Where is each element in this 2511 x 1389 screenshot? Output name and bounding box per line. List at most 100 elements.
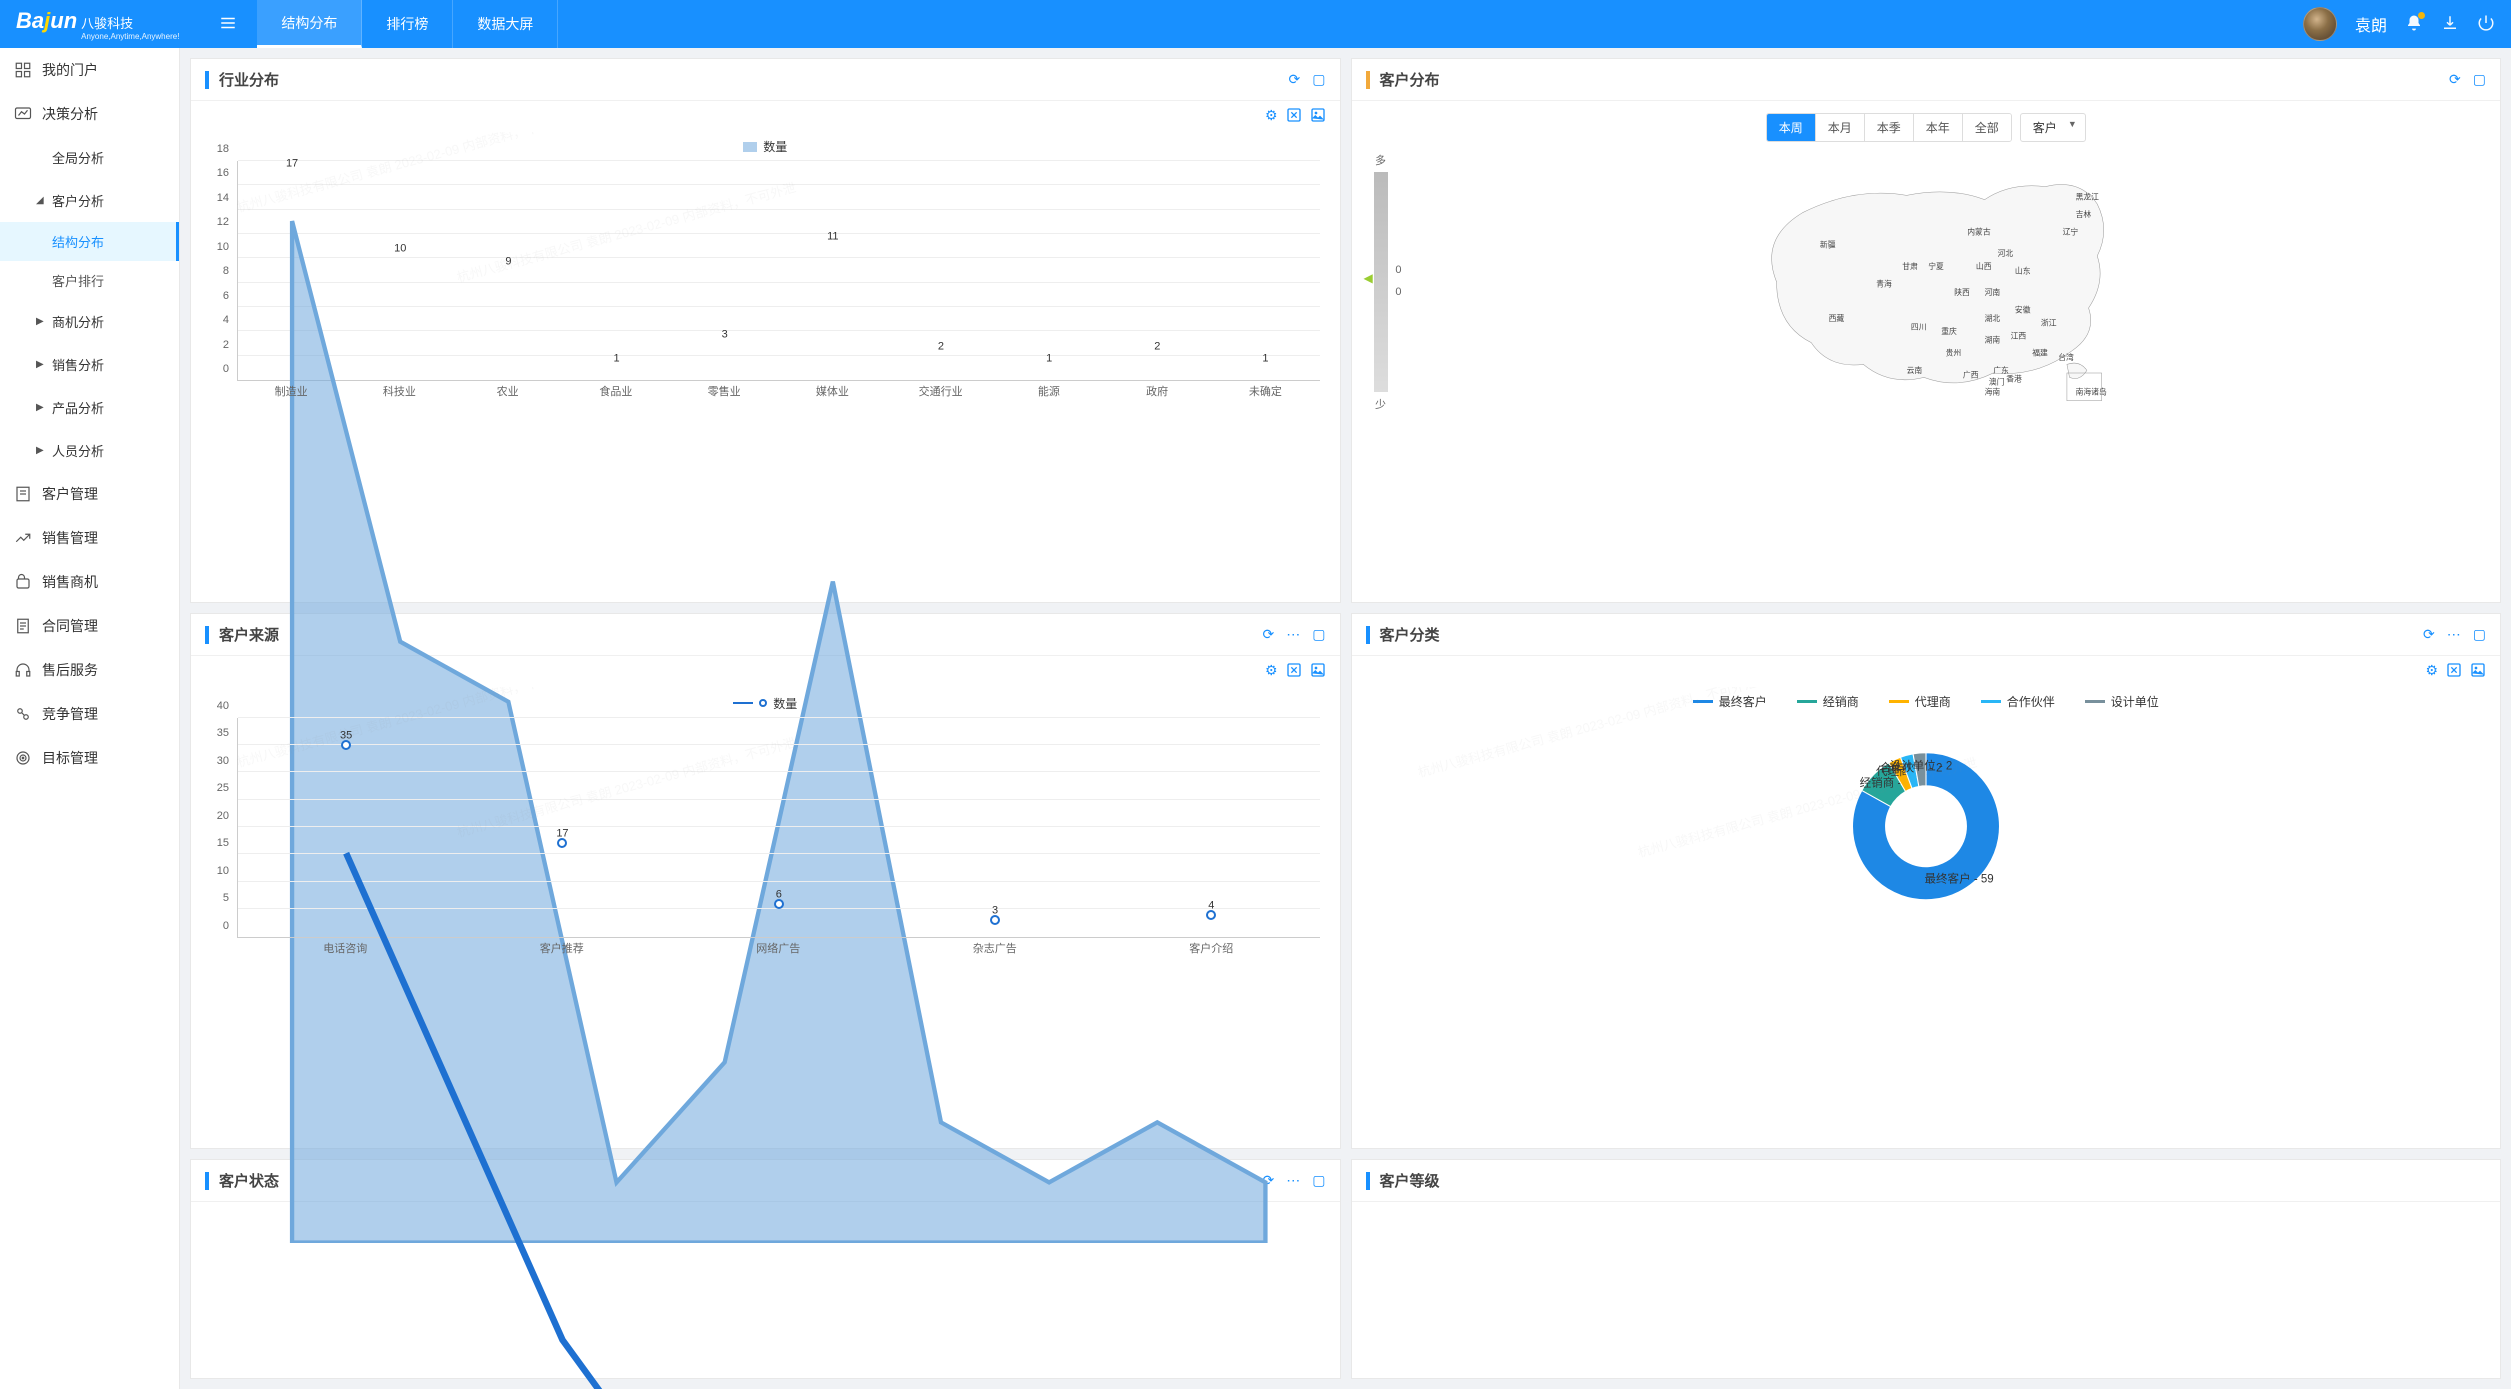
- panel-accent: [1366, 1172, 1370, 1190]
- sidebar-item[interactable]: 售后服务: [0, 648, 179, 692]
- sidebar-subitem[interactable]: 全局分析: [0, 136, 179, 179]
- time-button[interactable]: 全部: [1963, 114, 2011, 141]
- svg-text:山西: 山西: [1975, 261, 1991, 271]
- sidebar-leaf[interactable]: 客户排行: [0, 261, 179, 300]
- sidebar-label: 全局分析: [52, 148, 104, 167]
- sidebar-item[interactable]: 决策分析: [0, 92, 179, 136]
- download-icon[interactable]: [2441, 14, 2459, 35]
- legend-item[interactable]: 最终客户: [1693, 693, 1767, 710]
- notification-icon[interactable]: [2405, 14, 2423, 35]
- panel-body: 数量 0246810121416181710913112121制造业科技业农业食…: [191, 132, 1340, 602]
- svg-text:设计单位 - 2: 设计单位 - 2: [1889, 759, 1952, 773]
- legend-swatch: [1889, 700, 1909, 703]
- sidebar-subitem[interactable]: ▶人员分析: [0, 429, 179, 472]
- refresh-icon[interactable]: ⟳: [1289, 71, 1301, 88]
- legend-swatch: [1693, 700, 1713, 703]
- time-button[interactable]: 本月: [1816, 114, 1865, 141]
- svg-text:湖北: 湖北: [1984, 314, 2000, 323]
- heat-marker-icon: ◀: [1364, 271, 1373, 285]
- more-icon[interactable]: ⋯: [2447, 626, 2461, 643]
- panel-accent: [205, 626, 209, 644]
- svg-text:海南: 海南: [1984, 387, 2000, 397]
- gear-icon[interactable]: ⚙: [2425, 662, 2438, 681]
- svg-text:澳门: 澳门: [1988, 376, 2004, 386]
- legend-swatch: [2085, 700, 2105, 703]
- entity-select[interactable]: 客户: [2020, 113, 2086, 142]
- sidebar-subitem[interactable]: ▶商机分析: [0, 300, 179, 343]
- sidebar-subitem[interactable]: ◢客户分析: [0, 179, 179, 222]
- top-tab[interactable]: 排行榜: [362, 0, 453, 48]
- svg-text:宁夏: 宁夏: [1928, 261, 1944, 271]
- image-icon[interactable]: [2470, 662, 2486, 681]
- menu-toggle-icon[interactable]: [219, 14, 237, 35]
- sidebar-item[interactable]: 合同管理: [0, 604, 179, 648]
- gear-icon[interactable]: ⚙: [1265, 107, 1278, 126]
- sidebar-item[interactable]: 销售商机: [0, 560, 179, 604]
- chart-icon: [14, 105, 32, 123]
- panel-customer-source: 客户来源 ⟳ ⋯ ▢ ⚙ 数量: [190, 613, 1341, 1149]
- time-button[interactable]: 本周: [1767, 114, 1816, 141]
- sidebar-label: 产品分析: [52, 398, 104, 417]
- sidebar-label: 客户分析: [52, 191, 104, 210]
- donut-wrap: 最终客户经销商代理商合作伙伴设计单位 最终客户 - 59经销商 - 6代理商 -…: [1366, 693, 2487, 926]
- sidebar-label: 销售管理: [42, 528, 98, 548]
- panel-body: 数量 05101520253035403517634电话咨询客户推荐网络广告杂志…: [191, 687, 1340, 1148]
- headset-icon: [14, 661, 32, 679]
- panel-title: 客户分类: [1380, 624, 1440, 645]
- legend-item[interactable]: 经销商: [1797, 693, 1859, 710]
- image-icon[interactable]: [1310, 107, 1326, 126]
- panel-actions: ⟳ ▢: [2449, 71, 2486, 88]
- notification-dot: [2418, 12, 2425, 19]
- legend-swatch: [1981, 700, 2001, 703]
- sidebar-item[interactable]: 我的门户: [0, 48, 179, 92]
- sidebar: 我的门户决策分析全局分析◢客户分析结构分布客户排行▶商机分析▶销售分析▶产品分析…: [0, 48, 180, 1389]
- svg-text:南海诸岛: 南海诸岛: [2075, 387, 2106, 397]
- svg-text:陕西: 陕西: [1954, 287, 1970, 297]
- legend-swatch: [743, 142, 757, 152]
- caret-icon: ▶: [36, 359, 46, 370]
- time-button[interactable]: 本年: [1914, 114, 1963, 141]
- maximize-icon[interactable]: ▢: [1312, 71, 1325, 88]
- caret-icon: ▶: [36, 402, 46, 413]
- refresh-icon[interactable]: ⟳: [2449, 71, 2461, 88]
- svg-text:青海: 青海: [1876, 278, 1892, 288]
- refresh-icon[interactable]: ⟳: [2423, 626, 2435, 643]
- excel-icon[interactable]: [2446, 662, 2462, 681]
- top-tab[interactable]: 结构分布: [257, 0, 362, 48]
- sidebar-item[interactable]: 销售管理: [0, 516, 179, 560]
- sidebar-leaf[interactable]: 结构分布: [0, 222, 179, 261]
- legend-label: 代理商: [1915, 693, 1951, 710]
- heat-scale: 多 ◀ 0 0 少: [1366, 152, 1396, 412]
- svg-text:浙江: 浙江: [2040, 317, 2056, 327]
- sidebar-subitem[interactable]: ▶销售分析: [0, 343, 179, 386]
- panel-accent: [1366, 626, 1370, 644]
- sidebar-item[interactable]: 竞争管理: [0, 692, 179, 736]
- time-button[interactable]: 本季: [1865, 114, 1914, 141]
- legend-label: 最终客户: [1719, 693, 1767, 710]
- body: 我的门户决策分析全局分析◢客户分析结构分布客户排行▶商机分析▶销售分析▶产品分析…: [0, 48, 2511, 1389]
- legend-item[interactable]: 合作伙伴: [1981, 693, 2055, 710]
- avatar[interactable]: [2303, 7, 2337, 41]
- svg-text:四川: 四川: [1910, 323, 1926, 332]
- sidebar-label: 我的门户: [42, 60, 98, 80]
- legend-label: 经销商: [1823, 693, 1859, 710]
- legend-item[interactable]: 代理商: [1889, 693, 1951, 710]
- top-header: Bajun 八骏科技 Anyone,Anytime,Anywhere! 结构分布…: [0, 0, 2511, 48]
- power-icon[interactable]: [2477, 14, 2495, 35]
- username[interactable]: 袁朗: [2355, 12, 2387, 36]
- sidebar-subitem[interactable]: ▶ 产品分析: [0, 386, 179, 429]
- svg-text:最终客户 - 59: 最终客户 - 59: [1924, 872, 1993, 886]
- sidebar-item[interactable]: 客户管理: [0, 472, 179, 516]
- svg-text:黑龙江: 黑龙江: [2075, 192, 2099, 202]
- legend-item[interactable]: 设计单位: [2085, 693, 2159, 710]
- caret-icon: ▶: [36, 445, 46, 456]
- top-tab[interactable]: 数据大屏: [453, 0, 558, 48]
- logo-text: Bajun: [16, 8, 77, 34]
- maximize-icon[interactable]: ▢: [2473, 71, 2486, 88]
- sidebar-item[interactable]: 目标管理: [0, 736, 179, 780]
- logo-right: 八骏科技 Anyone,Anytime,Anywhere!: [77, 13, 179, 41]
- panel-accent: [205, 1172, 209, 1190]
- excel-icon[interactable]: [1286, 107, 1302, 126]
- china-map[interactable]: 新疆西藏青海甘肃内蒙古黑龙江吉林辽宁宁夏山西陕西河南山东河北湖北安徽浙江江西湖南…: [1396, 152, 2487, 412]
- maximize-icon[interactable]: ▢: [2473, 626, 2486, 643]
